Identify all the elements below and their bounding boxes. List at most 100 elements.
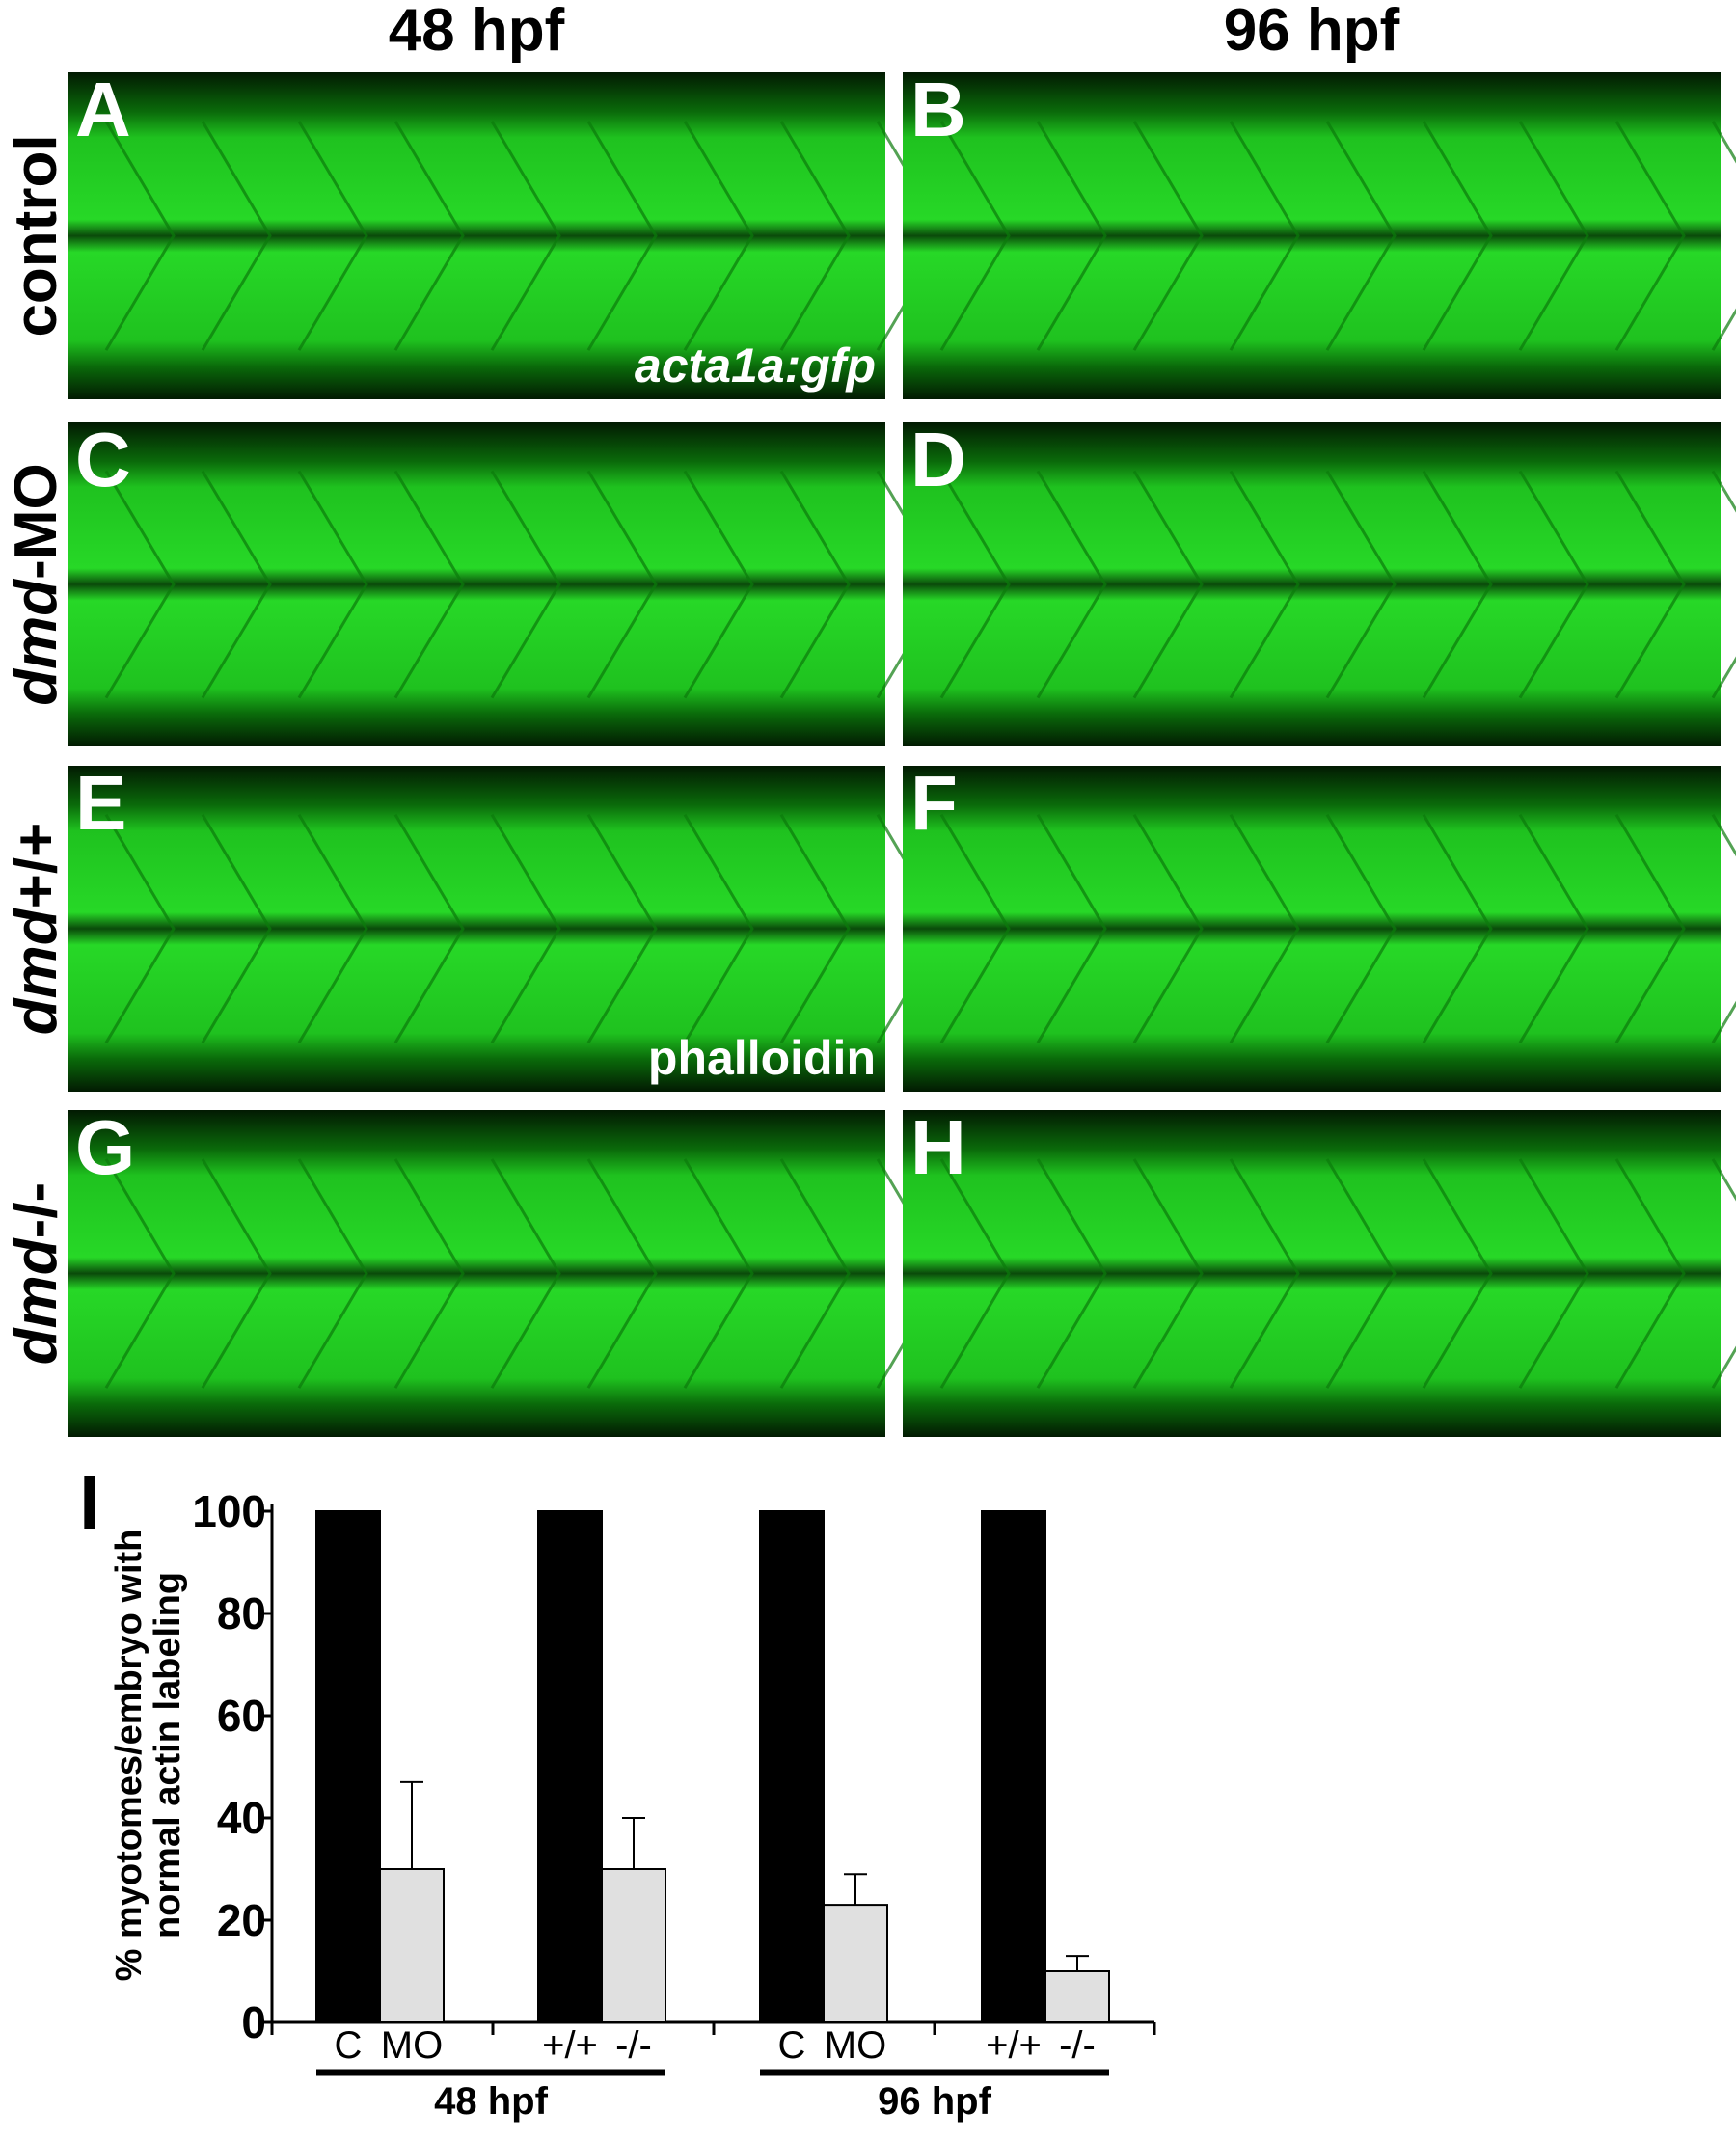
- myotome-boundary: [1132, 470, 1204, 699]
- row-label: dmd+/+: [3, 823, 69, 1036]
- y-tick-label: 100: [192, 1486, 266, 1536]
- myotome-boundary: [1711, 1158, 1736, 1389]
- myotome-boundary: [939, 1158, 1011, 1389]
- myotome-boundary: [939, 121, 1011, 351]
- y-tick-label: 40: [217, 1793, 266, 1843]
- myotome-boundary: [939, 813, 1011, 1044]
- column-header: 48 hpf: [389, 0, 565, 64]
- y-tick-label: 60: [217, 1691, 266, 1741]
- myotome-boundary: [201, 1158, 272, 1389]
- panel-annotation: acta1a:gfp: [635, 339, 876, 393]
- x-tick-label: C: [778, 2024, 806, 2067]
- y-tick-label: 0: [241, 1997, 266, 2047]
- myotome-boundary: [490, 1158, 561, 1389]
- panel-letter: A: [75, 67, 131, 152]
- myotome-boundary: [779, 813, 851, 1044]
- row-label: dmd-/-: [3, 1182, 69, 1365]
- row-label-part: dmd: [3, 1237, 69, 1365]
- myotome-boundary: [586, 121, 658, 351]
- myotome-boundary: [1614, 470, 1686, 699]
- myotome-boundary: [779, 1158, 851, 1389]
- x-tick-label: MO: [825, 2024, 886, 2067]
- panel-letter: D: [910, 417, 966, 502]
- panel-letter: I: [79, 1459, 100, 1545]
- row-label-part: dmd: [3, 579, 69, 706]
- myotome-boundary: [683, 470, 754, 699]
- myotome-boundary: [1229, 121, 1300, 351]
- myotome-boundary: [1422, 470, 1493, 699]
- panel-letter: B: [910, 67, 966, 152]
- bar: [379, 1868, 445, 2023]
- bar: [823, 1904, 888, 2023]
- myotome-boundary: [1711, 813, 1736, 1044]
- row-label: dmd-MO: [3, 463, 69, 705]
- myotome-boundary: [1325, 813, 1397, 1044]
- myotome-boundary: [201, 470, 272, 699]
- myotome-boundary: [1132, 121, 1204, 351]
- myotome-boundary: [1325, 470, 1397, 699]
- x-tick-label: MO: [381, 2024, 443, 2067]
- y-tick-label: 80: [217, 1588, 266, 1639]
- myotome-boundary: [201, 121, 272, 351]
- myotome-boundary: [104, 470, 176, 699]
- error-bar: [1066, 1955, 1089, 1971]
- panel-annotation: phalloidin: [648, 1031, 876, 1085]
- myotome-boundary: [393, 813, 465, 1044]
- myotome-boundary: [1614, 1158, 1686, 1389]
- myotome-boundary: [490, 813, 561, 1044]
- myotome-boundary: [683, 1158, 754, 1389]
- x-tick-label: +/+: [542, 2024, 598, 2067]
- micrograph-image: [68, 422, 885, 746]
- myotome-boundary: [1036, 1158, 1107, 1389]
- error-bar: [622, 1817, 645, 1869]
- myotome-boundary: [1229, 1158, 1300, 1389]
- micrograph-image: [68, 72, 885, 399]
- row-label-part: +/+: [3, 823, 69, 909]
- row-label-part: dmd: [3, 908, 69, 1035]
- micrograph-image: [903, 422, 1721, 746]
- micrograph: F: [903, 760, 1736, 1092]
- myotome-boundary: [1132, 1158, 1204, 1389]
- myotome-boundary: [393, 121, 465, 351]
- bar: [981, 1510, 1046, 2023]
- y-axis-label: normal actin labeling: [148, 1572, 188, 1938]
- myotome-boundary: [1518, 121, 1589, 351]
- myotome-boundary: [1036, 121, 1107, 351]
- row-label-part: -MO: [3, 463, 69, 580]
- myotome-boundary: [1422, 121, 1493, 351]
- myotome-boundary: [1518, 470, 1589, 699]
- panel-letter: H: [910, 1104, 966, 1190]
- bar: [601, 1868, 666, 2023]
- y-tick-label: 20: [217, 1895, 266, 1945]
- bar: [759, 1510, 825, 2023]
- bar: [1044, 1970, 1110, 2023]
- error-bar: [400, 1780, 423, 1869]
- myotome-boundary: [586, 470, 658, 699]
- x-tick-label: -/-: [615, 2024, 652, 2067]
- myotome-boundary: [1518, 1158, 1589, 1389]
- myotome-boundary: [1711, 470, 1736, 699]
- bar: [315, 1510, 381, 2023]
- myotome-boundary: [586, 813, 658, 1044]
- myotome-boundary: [297, 813, 368, 1044]
- myotome-boundary: [104, 813, 176, 1044]
- myotome-boundary: [297, 470, 368, 699]
- myotome-boundary: [490, 121, 561, 351]
- myotome-boundary: [1325, 121, 1397, 351]
- panel-letter: G: [75, 1104, 135, 1190]
- x-tick-label: -/-: [1059, 2024, 1096, 2067]
- myotome-boundary: [104, 121, 176, 351]
- y-axis-label: % myotomes/embryo with: [109, 1530, 149, 1982]
- myotome-boundary: [1229, 470, 1300, 699]
- myotome-boundary: [1422, 813, 1493, 1044]
- error-bar: [844, 1873, 867, 1906]
- myotome-boundary: [1614, 813, 1686, 1044]
- group-label: 48 hpf: [434, 2080, 548, 2123]
- myotome-boundary: [1711, 121, 1736, 351]
- myotome-boundary: [586, 1158, 658, 1389]
- micrograph: C: [68, 417, 947, 746]
- myotome-boundary: [1036, 813, 1107, 1044]
